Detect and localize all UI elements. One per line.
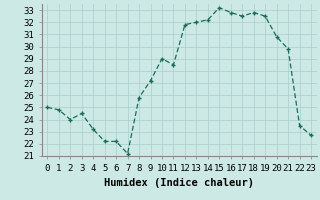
X-axis label: Humidex (Indice chaleur): Humidex (Indice chaleur) bbox=[104, 178, 254, 188]
